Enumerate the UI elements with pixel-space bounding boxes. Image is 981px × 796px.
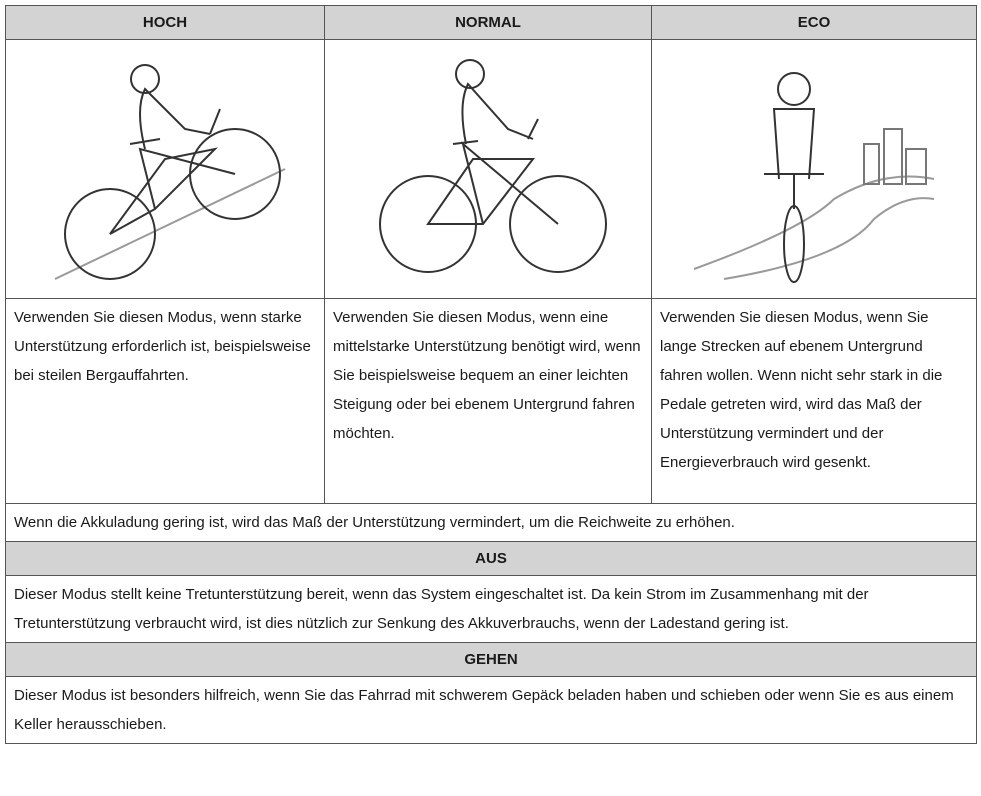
illustration-cell [324,39,652,299]
header-cell: HOCH [5,5,325,40]
section-description: Dieser Modus ist besonders hilfreich, we… [5,676,977,744]
description-cell: Verwenden Sie diesen Modus, wenn eine mi… [324,298,652,504]
section-header: GEHEN [5,642,977,677]
description-cell: Verwenden Sie diesen Modus, wenn Sie lan… [651,298,977,504]
note-cell: Wenn die Akkuladung gering ist, wird das… [5,503,977,542]
flat-bike-illustration [379,59,607,273]
illustration-cell [651,39,977,299]
section-description: Dieser Modus stellt keine Tretunterstütz… [5,575,977,643]
header-cell: NORMAL [324,5,652,40]
illustration-cell [5,39,325,299]
eco-bike-illustration [693,72,935,283]
section-header: AUS [5,541,977,576]
mode-table: HOCH NORMAL ECO Verwenden Sie diesen Mod… [5,5,977,744]
description-cell: Verwenden Sie diesen Modus, wenn starke … [5,298,325,504]
header-cell: ECO [651,5,977,40]
uphill-bike-illustration [54,64,286,280]
